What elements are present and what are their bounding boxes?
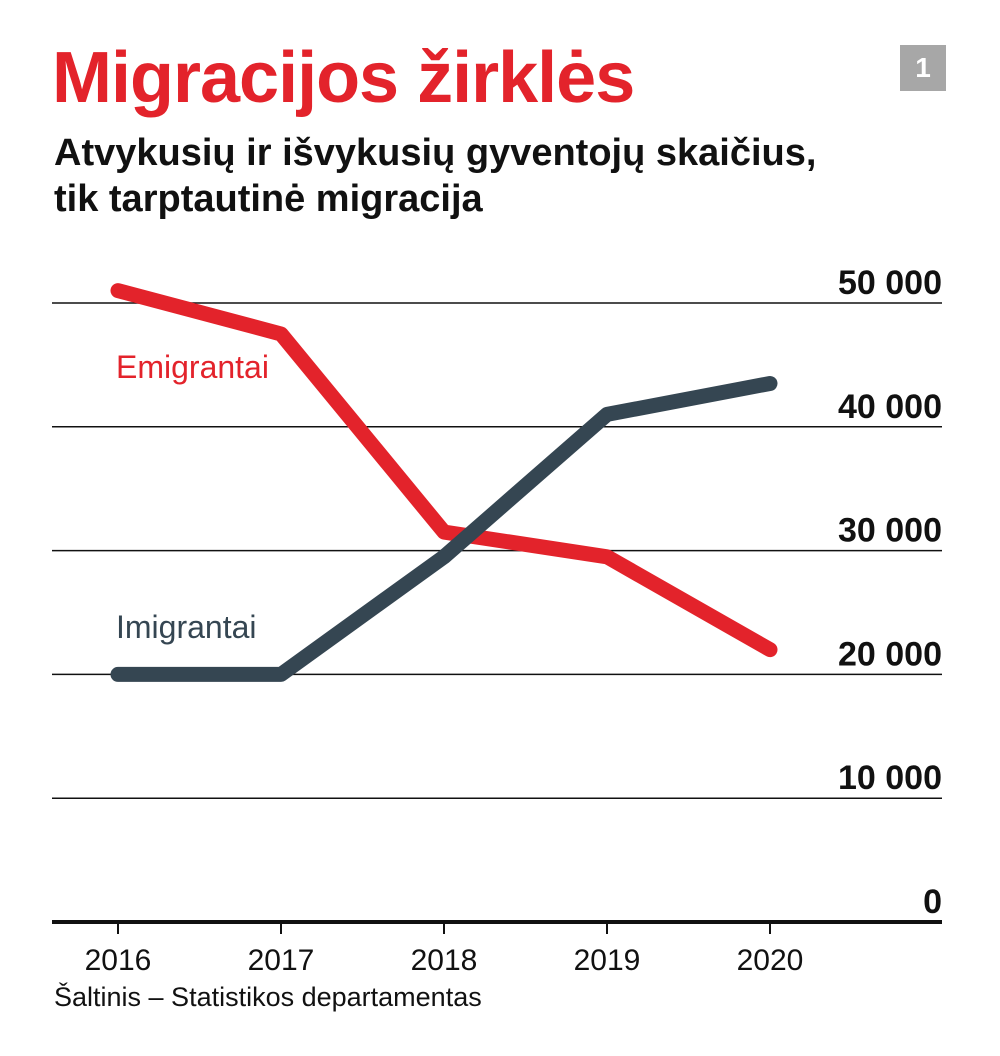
y-tick-label: 10 000 — [838, 759, 942, 797]
emigrants-line — [110, 283, 778, 658]
subtitle-line-1: Atvykusių ir išvykusių gyventojų skaičiu… — [54, 132, 817, 174]
immigrants-line — [110, 375, 778, 682]
chart-subtitle: Atvykusių ir išvykusių gyventojų skaičiu… — [54, 130, 934, 222]
emigrants-label: Emigrantai — [116, 349, 269, 385]
x-tick-label: 2017 — [248, 944, 315, 977]
immigrants-label: Imigrantai — [116, 609, 257, 645]
y-tick-label: 0 — [923, 883, 942, 921]
y-tick-label: 30 000 — [838, 512, 942, 550]
subtitle-line-2: tik tarptautinė migracija — [54, 178, 483, 220]
series-lines — [110, 283, 778, 682]
gridlines — [52, 302, 942, 924]
chart-title: Migracijos žirklės — [52, 38, 635, 118]
y-tick-labels: 0 10 000 20 000 30 000 40 000 50 000 — [838, 264, 942, 921]
x-tick-label: 2016 — [85, 944, 152, 977]
source-note: Šaltinis – Statistikos departamentas — [54, 982, 482, 1012]
x-tick-labels: 2016 2017 2018 2019 2020 — [85, 944, 804, 977]
x-tick-label: 2019 — [574, 944, 641, 977]
x-tick-label: 2018 — [411, 944, 478, 977]
y-tick-label: 40 000 — [838, 388, 942, 426]
x-tick-label: 2020 — [737, 944, 804, 977]
series-labels: Emigrantai Imigrantai — [116, 349, 269, 645]
y-tick-label: 20 000 — [838, 635, 942, 673]
x-tick-marks — [117, 922, 771, 934]
y-tick-label: 50 000 — [838, 264, 942, 302]
figure-number-badge: 1 — [900, 45, 946, 91]
